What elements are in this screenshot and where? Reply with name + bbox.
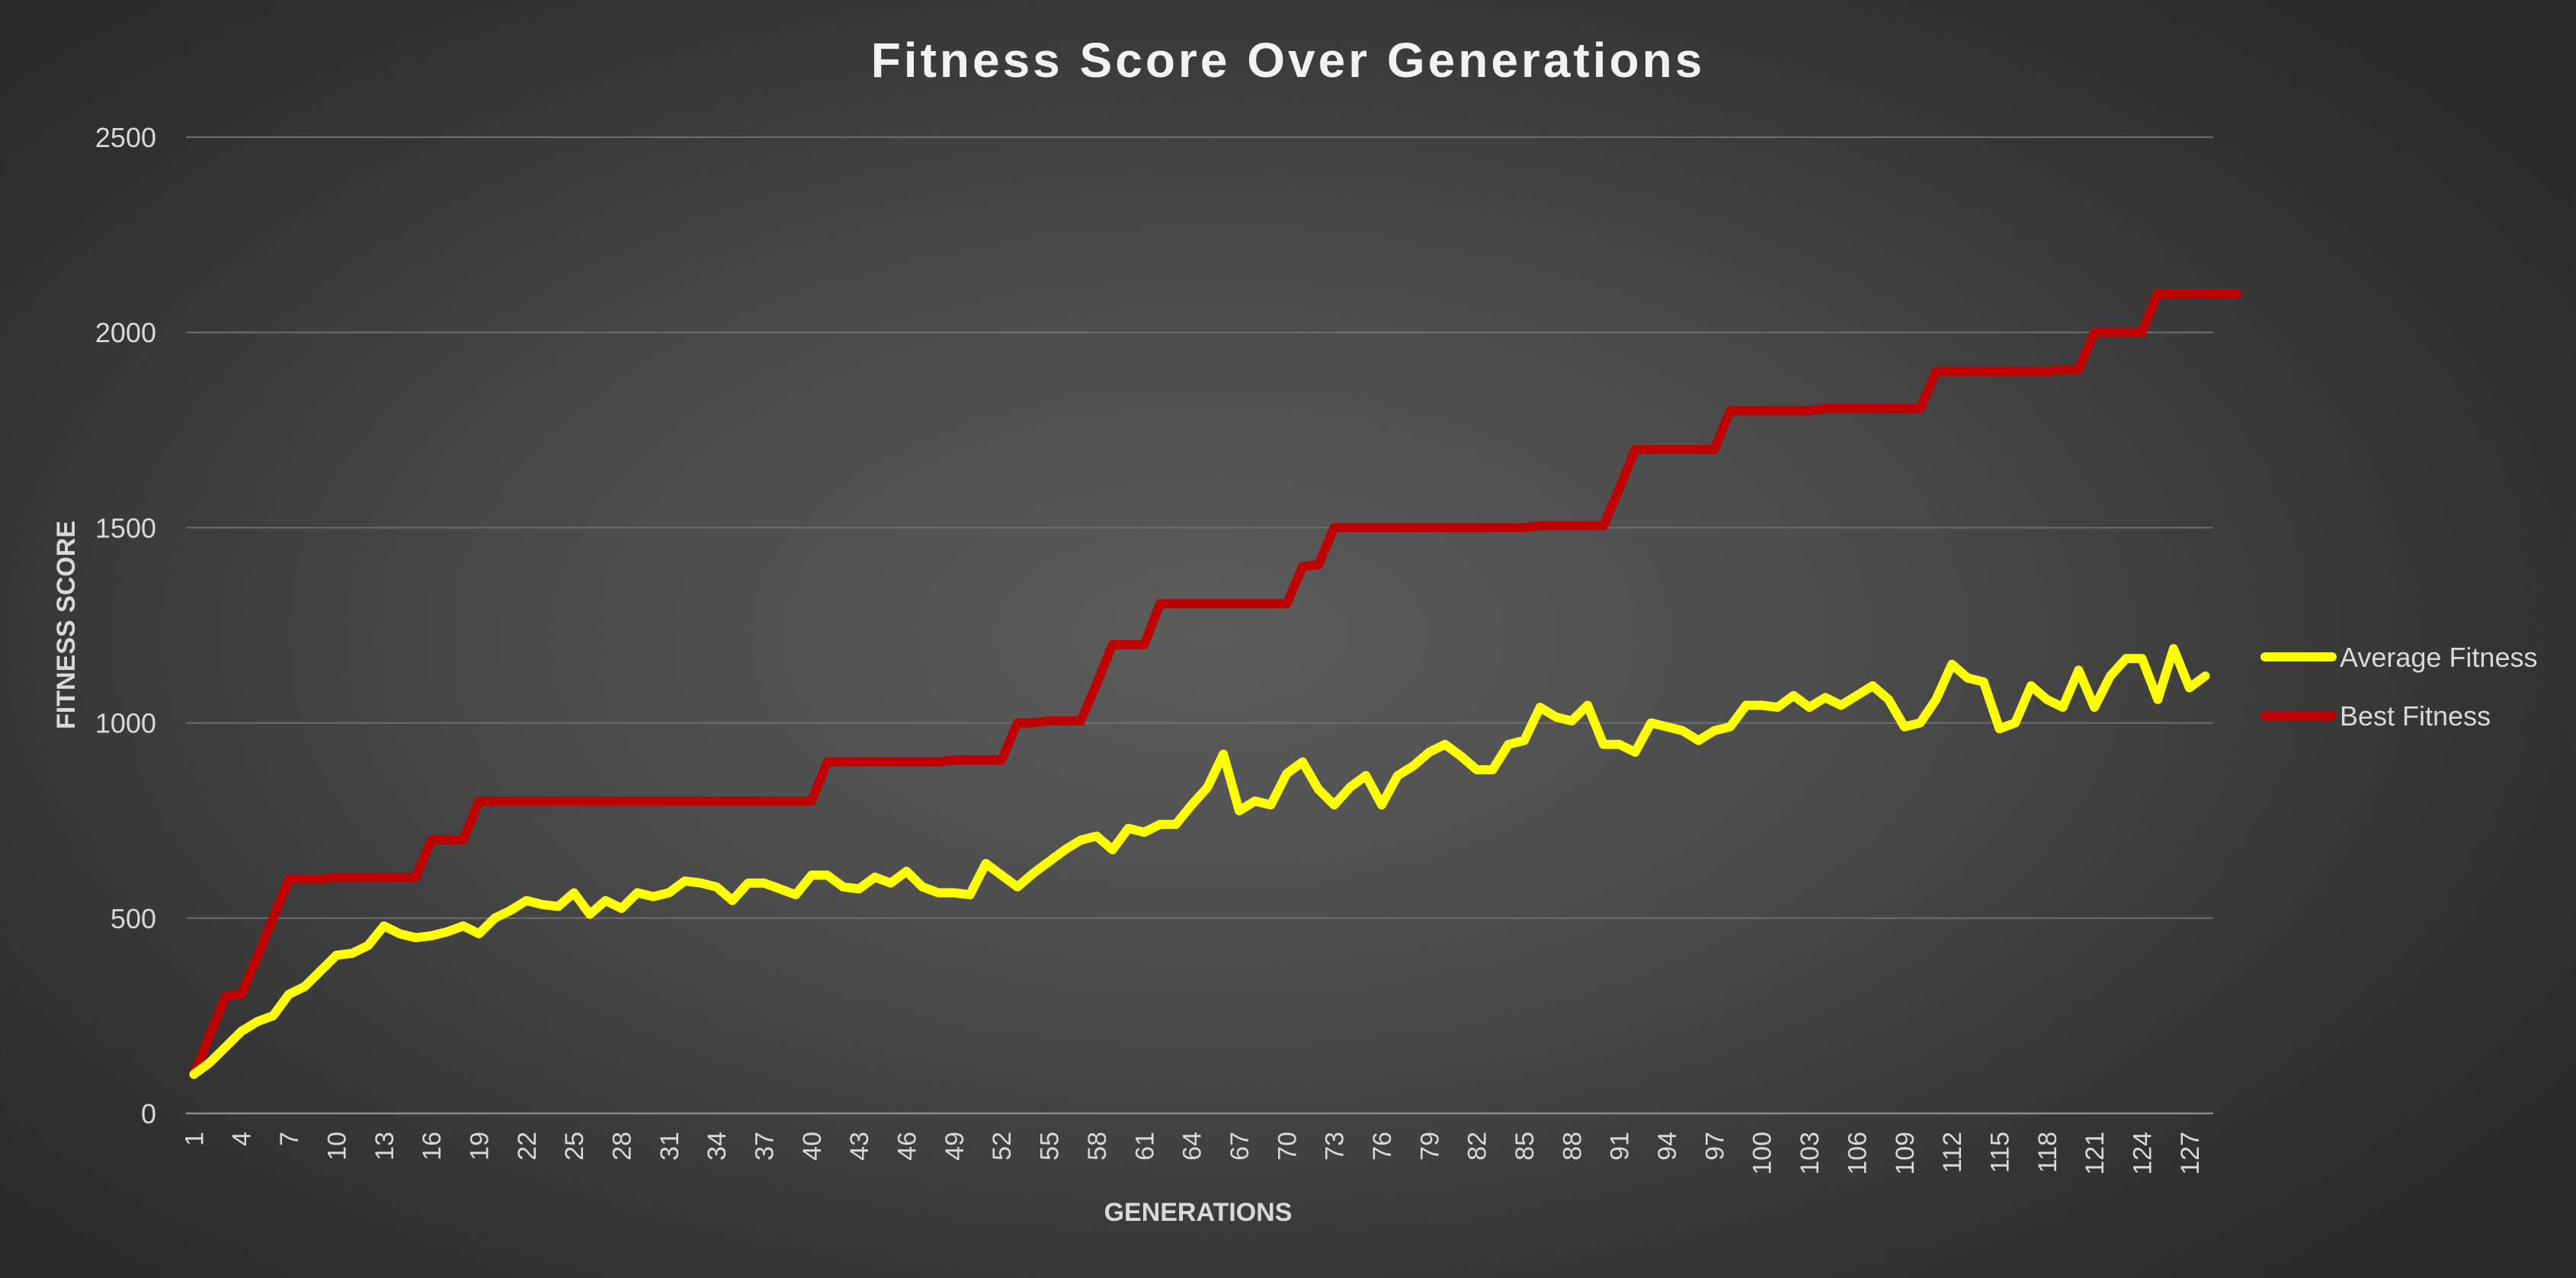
x-tick-label: 127: [2176, 1132, 2205, 1175]
x-tick-label: 118: [2033, 1132, 2062, 1173]
x-axis-ticks: 1 4 7 10 13 16 19 22 25 28 31 34 37 40 43 46 49 52 55 58 61 6…: [180, 1132, 2204, 1175]
y-tick-label: 1500: [95, 512, 156, 543]
x-tick-label: 79: [1415, 1132, 1444, 1161]
x-tick-label: 43: [845, 1132, 874, 1161]
x-tick-label: 61: [1130, 1132, 1159, 1161]
series-lines: [189, 289, 2242, 1079]
y-tick-label: 2500: [95, 122, 156, 153]
x-tick-label: 76: [1368, 1132, 1397, 1161]
x-tick-label: 112: [1938, 1132, 1967, 1173]
x-tick-label: 121: [2081, 1132, 2110, 1175]
series-line-average-fitness: [189, 644, 2210, 1079]
x-axis-label: GENERATIONS: [1104, 1198, 1293, 1227]
x-tick-label: 16: [418, 1132, 447, 1161]
y-tick-label: 2000: [95, 317, 156, 348]
x-tick-label: 64: [1178, 1132, 1207, 1161]
x-tick-label: 94: [1653, 1132, 1682, 1161]
series-line-best-fitness: [189, 289, 2242, 1079]
x-tick-label: 46: [893, 1132, 922, 1161]
x-tick-label: 91: [1606, 1132, 1635, 1161]
x-tick-label: 28: [607, 1132, 636, 1161]
x-tick-label: 58: [1083, 1132, 1112, 1161]
x-tick-label: 82: [1463, 1132, 1492, 1161]
y-tick-label: 1000: [95, 708, 156, 739]
x-tick-label: 55: [1036, 1132, 1065, 1161]
x-tick-label: 97: [1700, 1132, 1729, 1161]
x-tick-label: 49: [940, 1132, 969, 1161]
x-tick-label: 124: [2128, 1132, 2157, 1175]
x-tick-label: 22: [513, 1132, 542, 1161]
x-tick-label: 4: [228, 1132, 257, 1146]
x-tick-label: 13: [370, 1132, 399, 1161]
x-tick-label: 109: [1891, 1132, 1920, 1175]
x-tick-label: 1: [180, 1132, 209, 1146]
x-tick-label: 88: [1558, 1132, 1587, 1161]
legend-label: Best Fitness: [2340, 700, 2491, 732]
x-tick-label: 103: [1796, 1132, 1825, 1175]
x-tick-label: 115: [1985, 1132, 2014, 1173]
x-tick-label: 52: [988, 1132, 1017, 1161]
y-axis-ticks: 0 500 1000 1500 2000 2500: [95, 122, 156, 1129]
y-axis-label: FITNESS SCORE: [52, 520, 81, 729]
x-tick-label: 85: [1511, 1132, 1540, 1161]
grid: [186, 136, 2213, 1115]
x-tick-label: 25: [560, 1132, 589, 1161]
x-tick-label: 67: [1226, 1132, 1254, 1161]
legend: Average Fitness Best Fitness: [2260, 642, 2537, 732]
legend-label: Average Fitness: [2340, 642, 2537, 673]
x-tick-label: 40: [798, 1132, 827, 1161]
x-tick-label: 106: [1843, 1132, 1872, 1175]
x-tick-label: 10: [322, 1132, 351, 1161]
x-tick-label: 34: [703, 1132, 732, 1161]
x-tick-label: 7: [275, 1132, 304, 1146]
x-tick-label: 73: [1321, 1132, 1350, 1161]
y-tick-label: 0: [141, 1098, 156, 1129]
y-tick-label: 500: [111, 903, 156, 934]
x-tick-label: 100: [1748, 1132, 1777, 1175]
x-tick-label: 31: [655, 1132, 684, 1161]
x-tick-label: 70: [1273, 1132, 1302, 1161]
chart-title: Fitness Score Over Generations: [871, 33, 1706, 88]
x-tick-label: 37: [751, 1132, 780, 1161]
x-tick-label: 19: [465, 1132, 494, 1161]
